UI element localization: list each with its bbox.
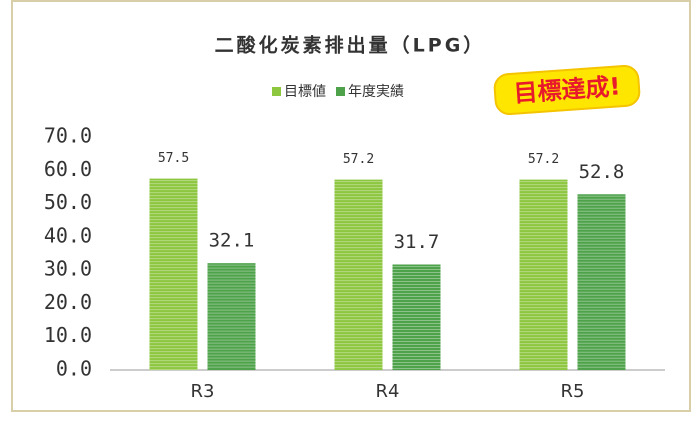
- bar: [392, 264, 441, 370]
- value-label: 57.5: [158, 151, 189, 166]
- legend-swatch: [272, 87, 281, 96]
- value-label: 57.2: [528, 152, 559, 167]
- x-tick-label: R5: [561, 381, 585, 402]
- y-tick-label: 40.0: [44, 223, 92, 247]
- y-tick-label: 60.0: [44, 157, 92, 181]
- badge: 目標達成!: [493, 64, 641, 116]
- legend-label: 目標値: [284, 84, 326, 100]
- y-tick-label: 50.0: [44, 190, 92, 214]
- y-tick-label: 20.0: [44, 290, 92, 314]
- y-tick-label: 0.0: [56, 357, 92, 381]
- value-label: 52.8: [579, 161, 625, 183]
- legend-label: 年度実績: [348, 84, 404, 100]
- badge-bg: [493, 64, 641, 116]
- bar: [577, 194, 626, 370]
- x-tick-label: R4: [376, 381, 400, 402]
- x-tick-label: R3: [191, 381, 215, 402]
- y-tick-label: 30.0: [44, 257, 92, 281]
- bar: [207, 263, 256, 370]
- bar: [334, 179, 383, 370]
- value-label: 57.2: [343, 152, 374, 167]
- legend-swatch: [336, 87, 345, 96]
- value-label: 32.1: [209, 230, 255, 252]
- bar: [519, 179, 568, 370]
- bar: [149, 178, 198, 370]
- value-label: 31.7: [394, 231, 440, 253]
- y-tick-label: 70.0: [44, 124, 92, 148]
- chart-title: 二酸化炭素排出量（LPG）: [215, 34, 486, 57]
- y-tick-label: 10.0: [44, 323, 92, 347]
